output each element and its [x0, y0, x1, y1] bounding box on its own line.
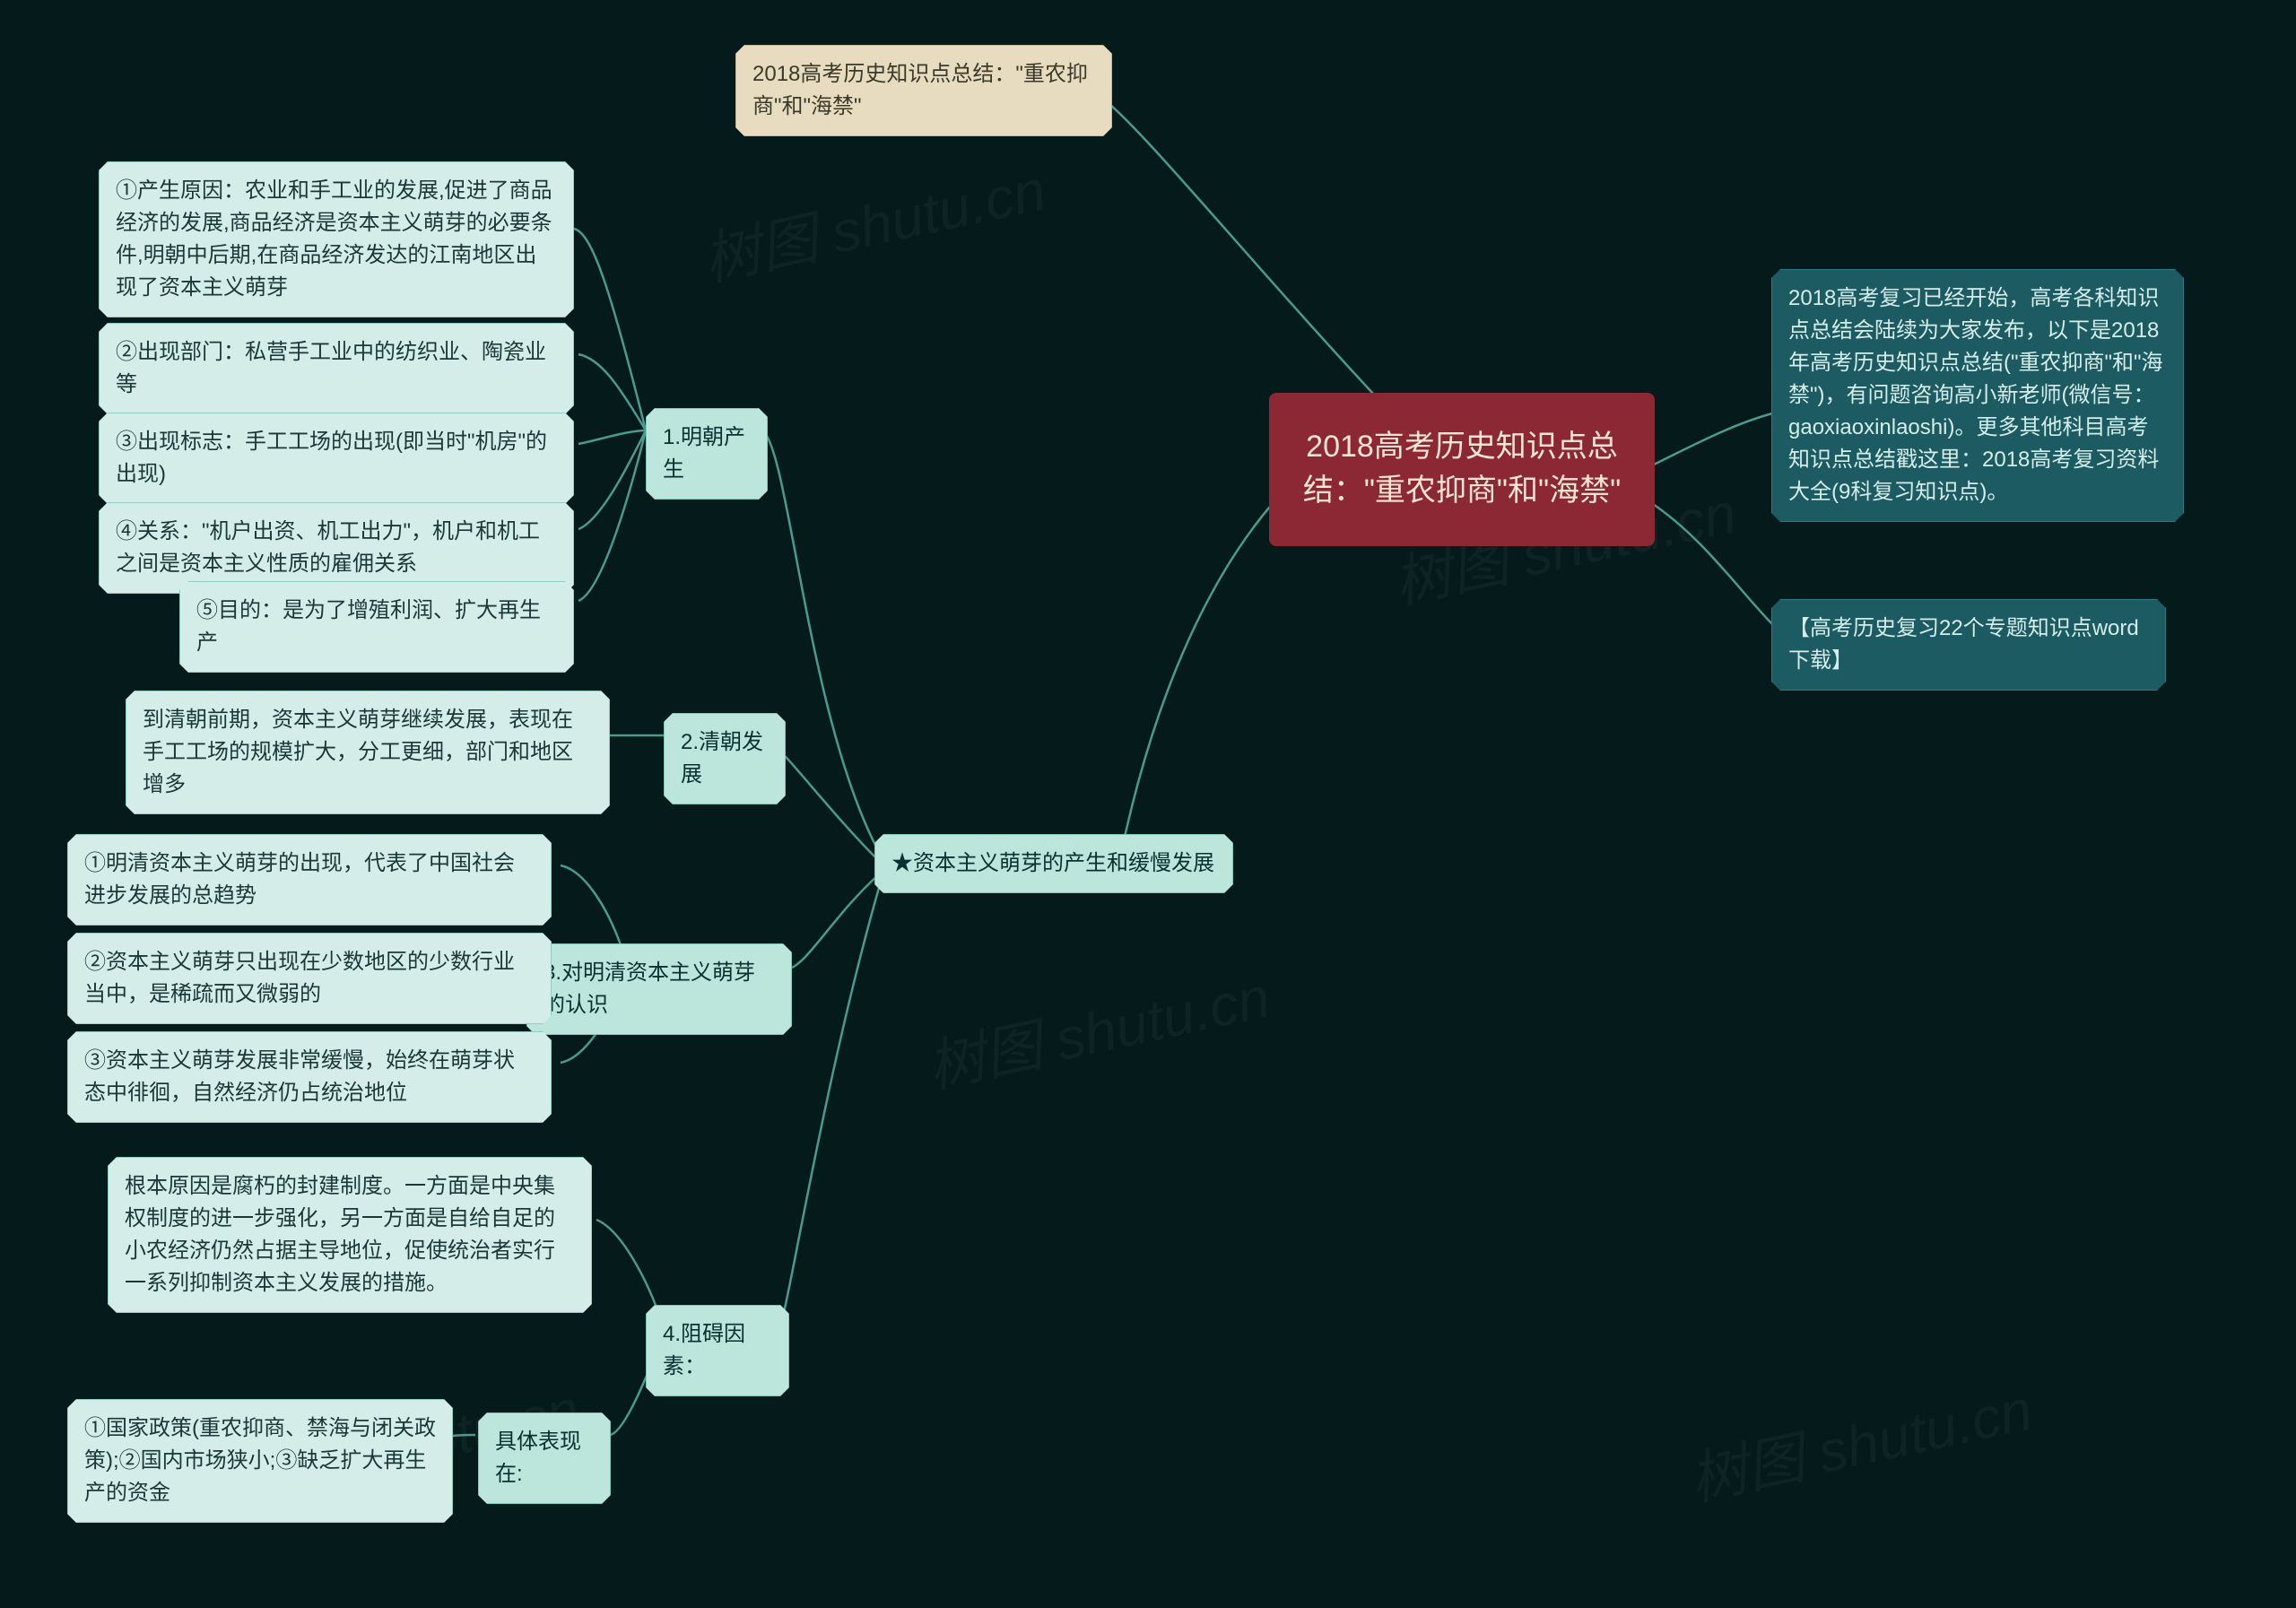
- zuai-sub-node: 具体表现在:: [478, 1412, 611, 1504]
- child-zuai-node: 4.阻碍因素：: [646, 1305, 789, 1396]
- qing-leaf-1: 到清朝前期，资本主义萌芽继续发展，表现在手工工场的规模扩大，分工更细，部门和地区…: [126, 691, 610, 814]
- right-description-node: 2018高考复习已经开始，高考各科知识点总结会陆续为大家发布，以下是2018年高…: [1771, 269, 2184, 522]
- renshi-leaf-2: ②资本主义萌芽只出现在少数地区的少数行业当中，是稀疏而又微弱的: [67, 933, 552, 1024]
- ming-leaf-4: ④关系："机户出资、机工出力"，机户和机工之间是资本主义性质的雇佣关系: [99, 502, 574, 594]
- ming-leaf-5: ⑤目的：是为了增殖利润、扩大再生产: [179, 581, 574, 673]
- child-renshi-node: 3.对明清资本主义萌芽的认识: [526, 943, 792, 1035]
- child-qing-node: 2.清朝发展: [664, 713, 786, 804]
- ming-leaf-2: ②出现部门：私营手工业中的纺织业、陶瓷业等: [99, 323, 574, 414]
- zuai-leaf-1: 根本原因是腐朽的封建制度。一方面是中央集权制度的进一步强化，另一方面是自给自足的…: [108, 1157, 592, 1313]
- top-summary-node: 2018高考历史知识点总结："重农抑商"和"海禁": [735, 45, 1112, 136]
- zuai-sub-leaf-1: ①国家政策(重农抑商、禁海与闭关政策);②国内市场狭小;③缺乏扩大再生产的资金: [67, 1399, 453, 1523]
- renshi-leaf-3: ③资本主义萌芽发展非常缓慢，始终在萌芽状态中徘徊，自然经济仍占统治地位: [67, 1031, 552, 1123]
- watermark: 树图 shutu.cn: [1682, 1364, 2039, 1517]
- root-node: 2018高考历史知识点总结："重农抑商"和"海禁": [1269, 393, 1655, 546]
- ming-leaf-3: ③出现标志：手工工场的出现(即当时"机房"的出现): [99, 413, 574, 504]
- main-branch-node: ★资本主义萌芽的产生和缓慢发展: [874, 834, 1233, 893]
- right-link-node[interactable]: 【高考历史复习22个专题知识点word下载】: [1771, 599, 2166, 691]
- ming-leaf-1: ①产生原因：农业和手工业的发展,促进了商品经济的发展,商品经济是资本主义萌芽的必…: [99, 161, 574, 317]
- watermark: 树图 shutu.cn: [919, 952, 1276, 1105]
- renshi-leaf-1: ①明清资本主义萌芽的出现，代表了中国社会进步发展的总趋势: [67, 834, 552, 926]
- watermark: 树图 shutu.cn: [695, 144, 1052, 298]
- child-ming-node: 1.明朝产生: [646, 408, 768, 500]
